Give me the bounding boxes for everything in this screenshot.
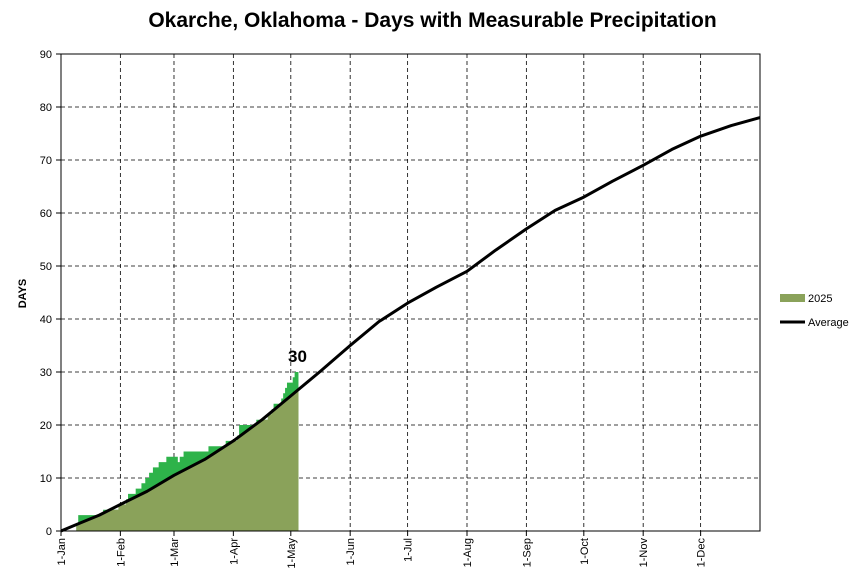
y-tick-label: 80 bbox=[40, 102, 52, 114]
legend-label-average: Average bbox=[808, 317, 849, 329]
x-tick-label: 1-May bbox=[286, 538, 298, 569]
y-tick-label: 70 bbox=[40, 155, 52, 167]
legend-label-2025: 2025 bbox=[808, 293, 832, 305]
grid bbox=[61, 54, 760, 531]
y-tick-label: 40 bbox=[40, 314, 52, 326]
y-tick-label: 30 bbox=[40, 367, 52, 379]
series-2025-area bbox=[61, 372, 299, 531]
x-tick-label: 1-Jun bbox=[345, 538, 357, 566]
legend-swatch-2025 bbox=[780, 294, 805, 302]
series-average bbox=[60, 116, 761, 533]
axes bbox=[56, 53, 761, 536]
plot-frame bbox=[60, 53, 761, 532]
y-tick-labels: 0 10 20 30 40 50 60 70 80 90 bbox=[40, 49, 52, 538]
y-axis-label: DAYS bbox=[17, 279, 29, 309]
y-tick-label: 20 bbox=[40, 420, 52, 432]
y-tick-label: 50 bbox=[40, 261, 52, 273]
x-tick-label: 1-Mar bbox=[169, 538, 181, 567]
y-tick-label: 60 bbox=[40, 208, 52, 220]
legend: 2025 Average bbox=[780, 293, 849, 329]
x-tick-label: 1-Nov bbox=[638, 538, 650, 568]
x-tick-labels: 1-Jan 1-Feb 1-Mar 1-Apr 1-May 1-Jun 1-Jul 1-Aug… bbox=[56, 538, 708, 569]
x-tick-label: 1-Jan bbox=[56, 538, 68, 566]
x-tick-label: 1-Jul bbox=[403, 538, 415, 562]
last-value-label: 30 bbox=[288, 347, 307, 366]
y-tick-label: 0 bbox=[46, 526, 52, 538]
y-tick-label: 10 bbox=[40, 473, 52, 485]
x-tick-label: 1-Aug bbox=[462, 538, 474, 567]
x-tick-label: 1-Feb bbox=[115, 538, 127, 567]
x-tick-label: 1-Sep bbox=[521, 538, 533, 567]
x-tick-label: 1-Oct bbox=[579, 538, 591, 565]
chart-title: Okarche, Oklahoma - Days with Measurable… bbox=[148, 9, 717, 32]
x-tick-label: 1-Dec bbox=[696, 538, 708, 568]
x-tick-label: 1-Apr bbox=[228, 538, 240, 565]
average-line bbox=[60, 116, 761, 533]
series-2025 bbox=[61, 372, 299, 531]
y-tick-label: 90 bbox=[40, 49, 52, 61]
